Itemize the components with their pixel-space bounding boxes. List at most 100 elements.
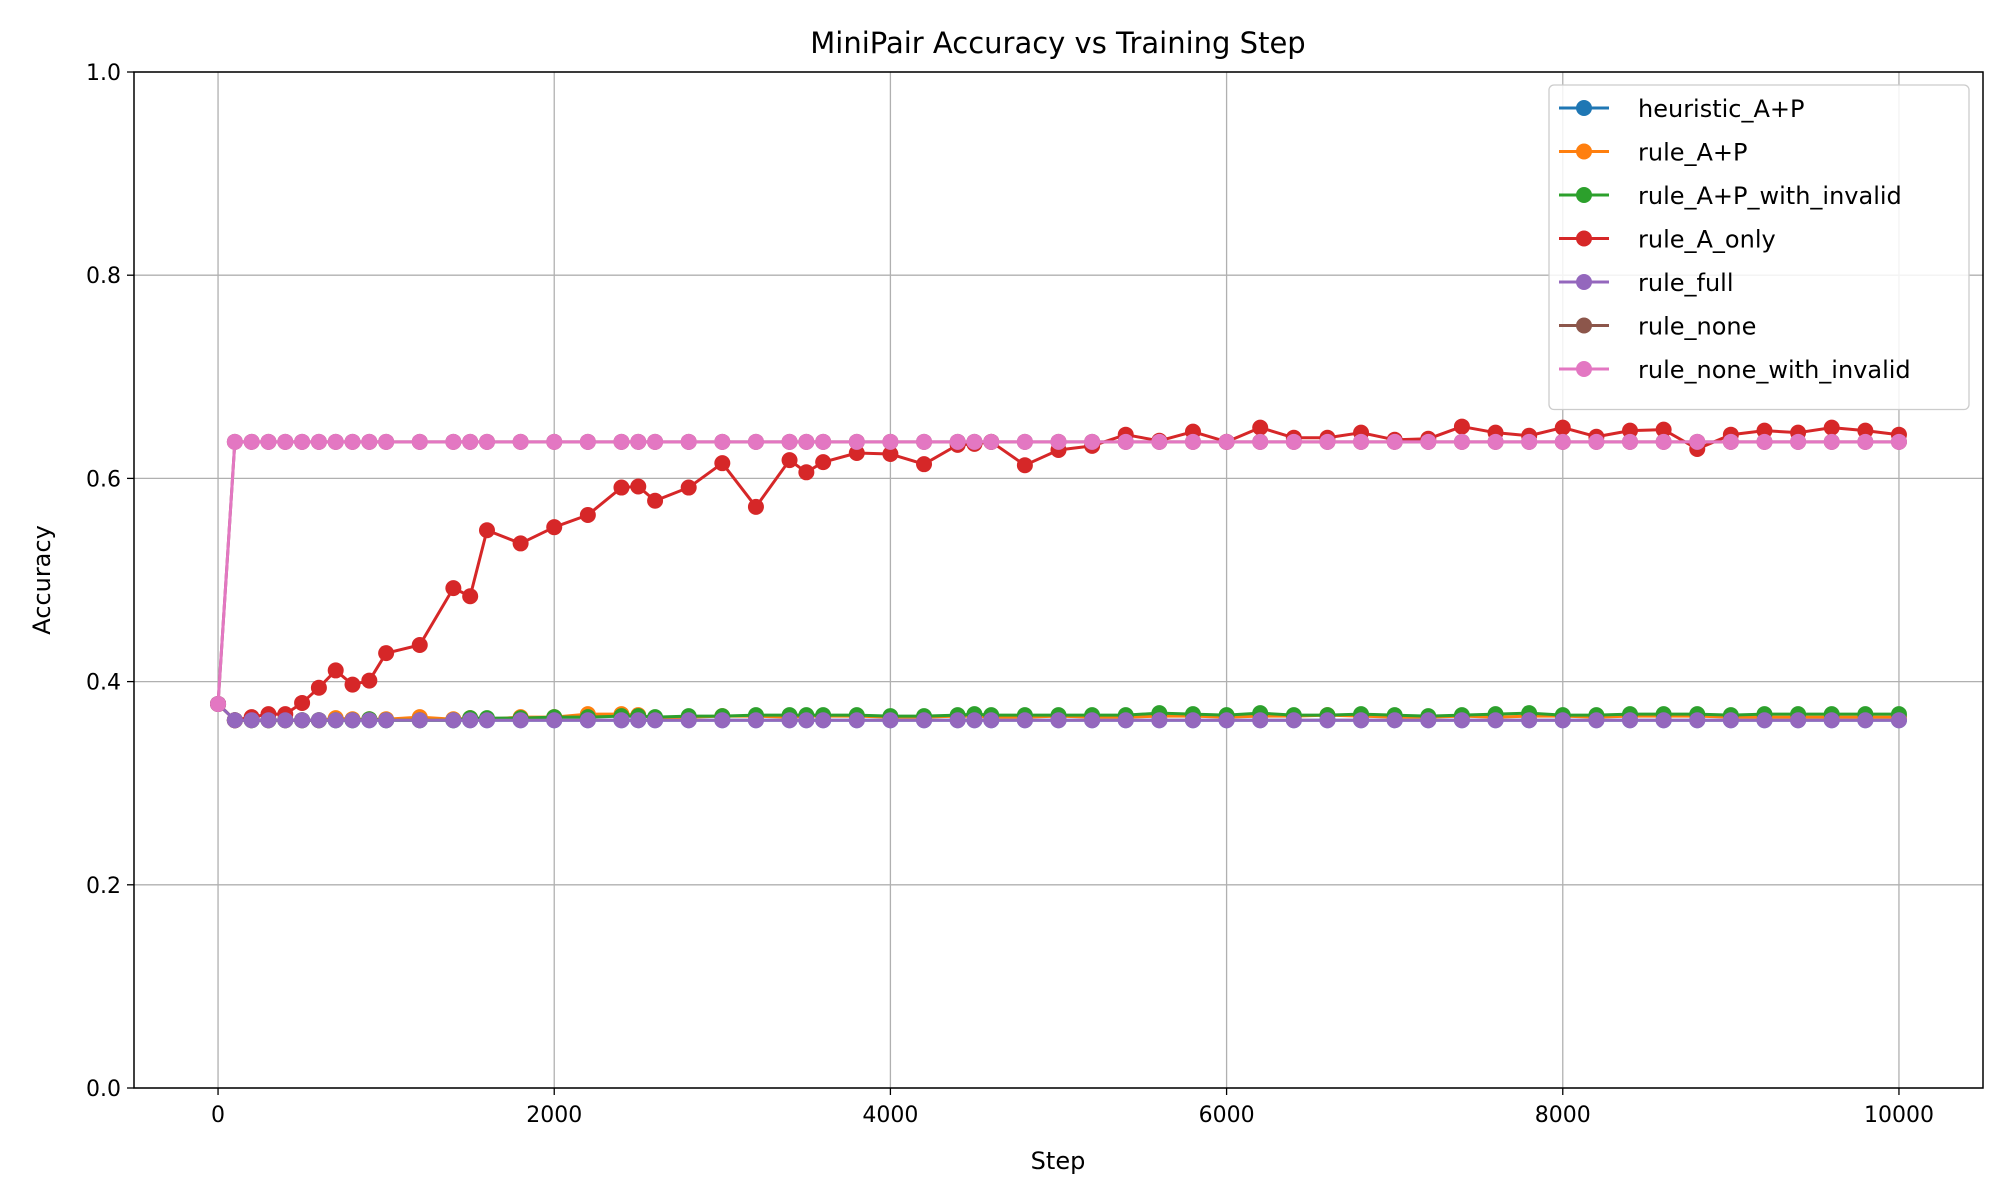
legend: heuristic_A+P rule_A+P rule_A+P_with_inval… (1548, 84, 1970, 411)
data-point (1420, 712, 1437, 729)
data-point (1016, 433, 1033, 450)
data-point (1554, 433, 1571, 450)
data-point (243, 433, 260, 450)
data-point (1890, 712, 1907, 729)
data-point (630, 433, 647, 450)
data-point (630, 712, 647, 729)
data-point (478, 712, 495, 729)
data-point (445, 580, 462, 597)
legend-item: heuristic_A+P (1559, 95, 1805, 123)
data-point (1857, 712, 1874, 729)
data-point (344, 712, 361, 729)
data-point (1857, 433, 1874, 450)
data-point (1722, 712, 1739, 729)
legend-box (1548, 84, 1970, 411)
data-point (1453, 433, 1470, 450)
data-point (916, 712, 933, 729)
legend-label: rule_A+P (1638, 139, 1748, 167)
legend-marker (1576, 230, 1592, 247)
data-point (1521, 712, 1538, 729)
data-point (916, 456, 933, 473)
data-point (815, 712, 832, 729)
data-point (949, 712, 966, 729)
y-tick-label: 0.0 (86, 1077, 121, 1102)
data-point (882, 446, 899, 463)
data-point (680, 712, 697, 729)
data-point (680, 479, 697, 496)
data-point (1689, 712, 1706, 729)
legend-marker (1576, 187, 1592, 203)
data-point (310, 712, 327, 729)
legend-item: rule_A+P (1559, 139, 1748, 167)
data-point (1689, 433, 1706, 450)
data-point (647, 433, 664, 450)
data-point (1554, 712, 1571, 729)
legend-label: heuristic_A+P (1638, 95, 1805, 123)
data-point (277, 712, 294, 729)
data-point (798, 433, 815, 450)
data-point (747, 498, 764, 515)
data-point (1252, 712, 1269, 729)
legend-marker (1576, 100, 1592, 116)
data-point (1218, 712, 1235, 729)
data-point (226, 712, 243, 729)
data-point (445, 433, 462, 450)
series-rule_full (210, 695, 1907, 729)
data-point (966, 433, 983, 450)
y-tick-label: 0.6 (86, 467, 121, 492)
data-point (1756, 433, 1773, 450)
data-point (260, 433, 277, 450)
y-tick-label: 0.2 (86, 874, 121, 899)
series-group (210, 418, 1907, 729)
y-tick-label: 0.8 (86, 264, 121, 289)
data-point (781, 712, 798, 729)
data-point (815, 454, 832, 471)
data-point (546, 433, 563, 450)
data-point (1050, 712, 1067, 729)
data-point (1453, 418, 1470, 435)
data-point (1521, 433, 1538, 450)
x-tick-label: 8000 (1535, 1103, 1591, 1128)
data-point (1420, 433, 1437, 450)
data-point (462, 433, 479, 450)
data-point (378, 433, 395, 450)
data-point (1453, 712, 1470, 729)
x-axis: 0 2000 4000 6000 8000 10000 (211, 1088, 1934, 1128)
data-point (1857, 422, 1874, 439)
data-point (1722, 433, 1739, 450)
x-tick-label: 4000 (862, 1103, 918, 1128)
data-point (546, 519, 563, 536)
data-point (512, 433, 529, 450)
data-point (1890, 433, 1907, 450)
legend-item: rule_none (1559, 313, 1756, 341)
data-point (848, 445, 865, 461)
x-tick-label: 10000 (1864, 1103, 1934, 1128)
y-tick-label: 0.4 (86, 671, 121, 696)
plot-frame (133, 71, 1984, 1089)
data-point (344, 433, 361, 450)
data-point (798, 464, 815, 481)
legend-item: rule_none_with_invalid (1559, 356, 1911, 384)
data-point (613, 479, 630, 496)
data-point (361, 433, 378, 450)
data-point (1823, 433, 1840, 450)
data-point (1252, 433, 1269, 450)
data-point (1151, 712, 1168, 729)
legend-marker (1576, 143, 1592, 160)
data-point (411, 637, 428, 654)
data-point (277, 433, 294, 450)
data-point (327, 433, 344, 450)
legend-marker (1576, 274, 1592, 290)
data-point (1588, 712, 1605, 729)
data-point (613, 433, 630, 450)
data-point (1655, 433, 1672, 450)
data-point (378, 645, 395, 662)
data-point (798, 712, 815, 729)
y-tick-label: 1.0 (86, 61, 121, 86)
data-point (680, 433, 697, 450)
data-point (1655, 421, 1672, 438)
data-point (1319, 712, 1336, 729)
data-point (1487, 712, 1504, 729)
data-point (1016, 712, 1033, 729)
data-point (378, 712, 395, 729)
